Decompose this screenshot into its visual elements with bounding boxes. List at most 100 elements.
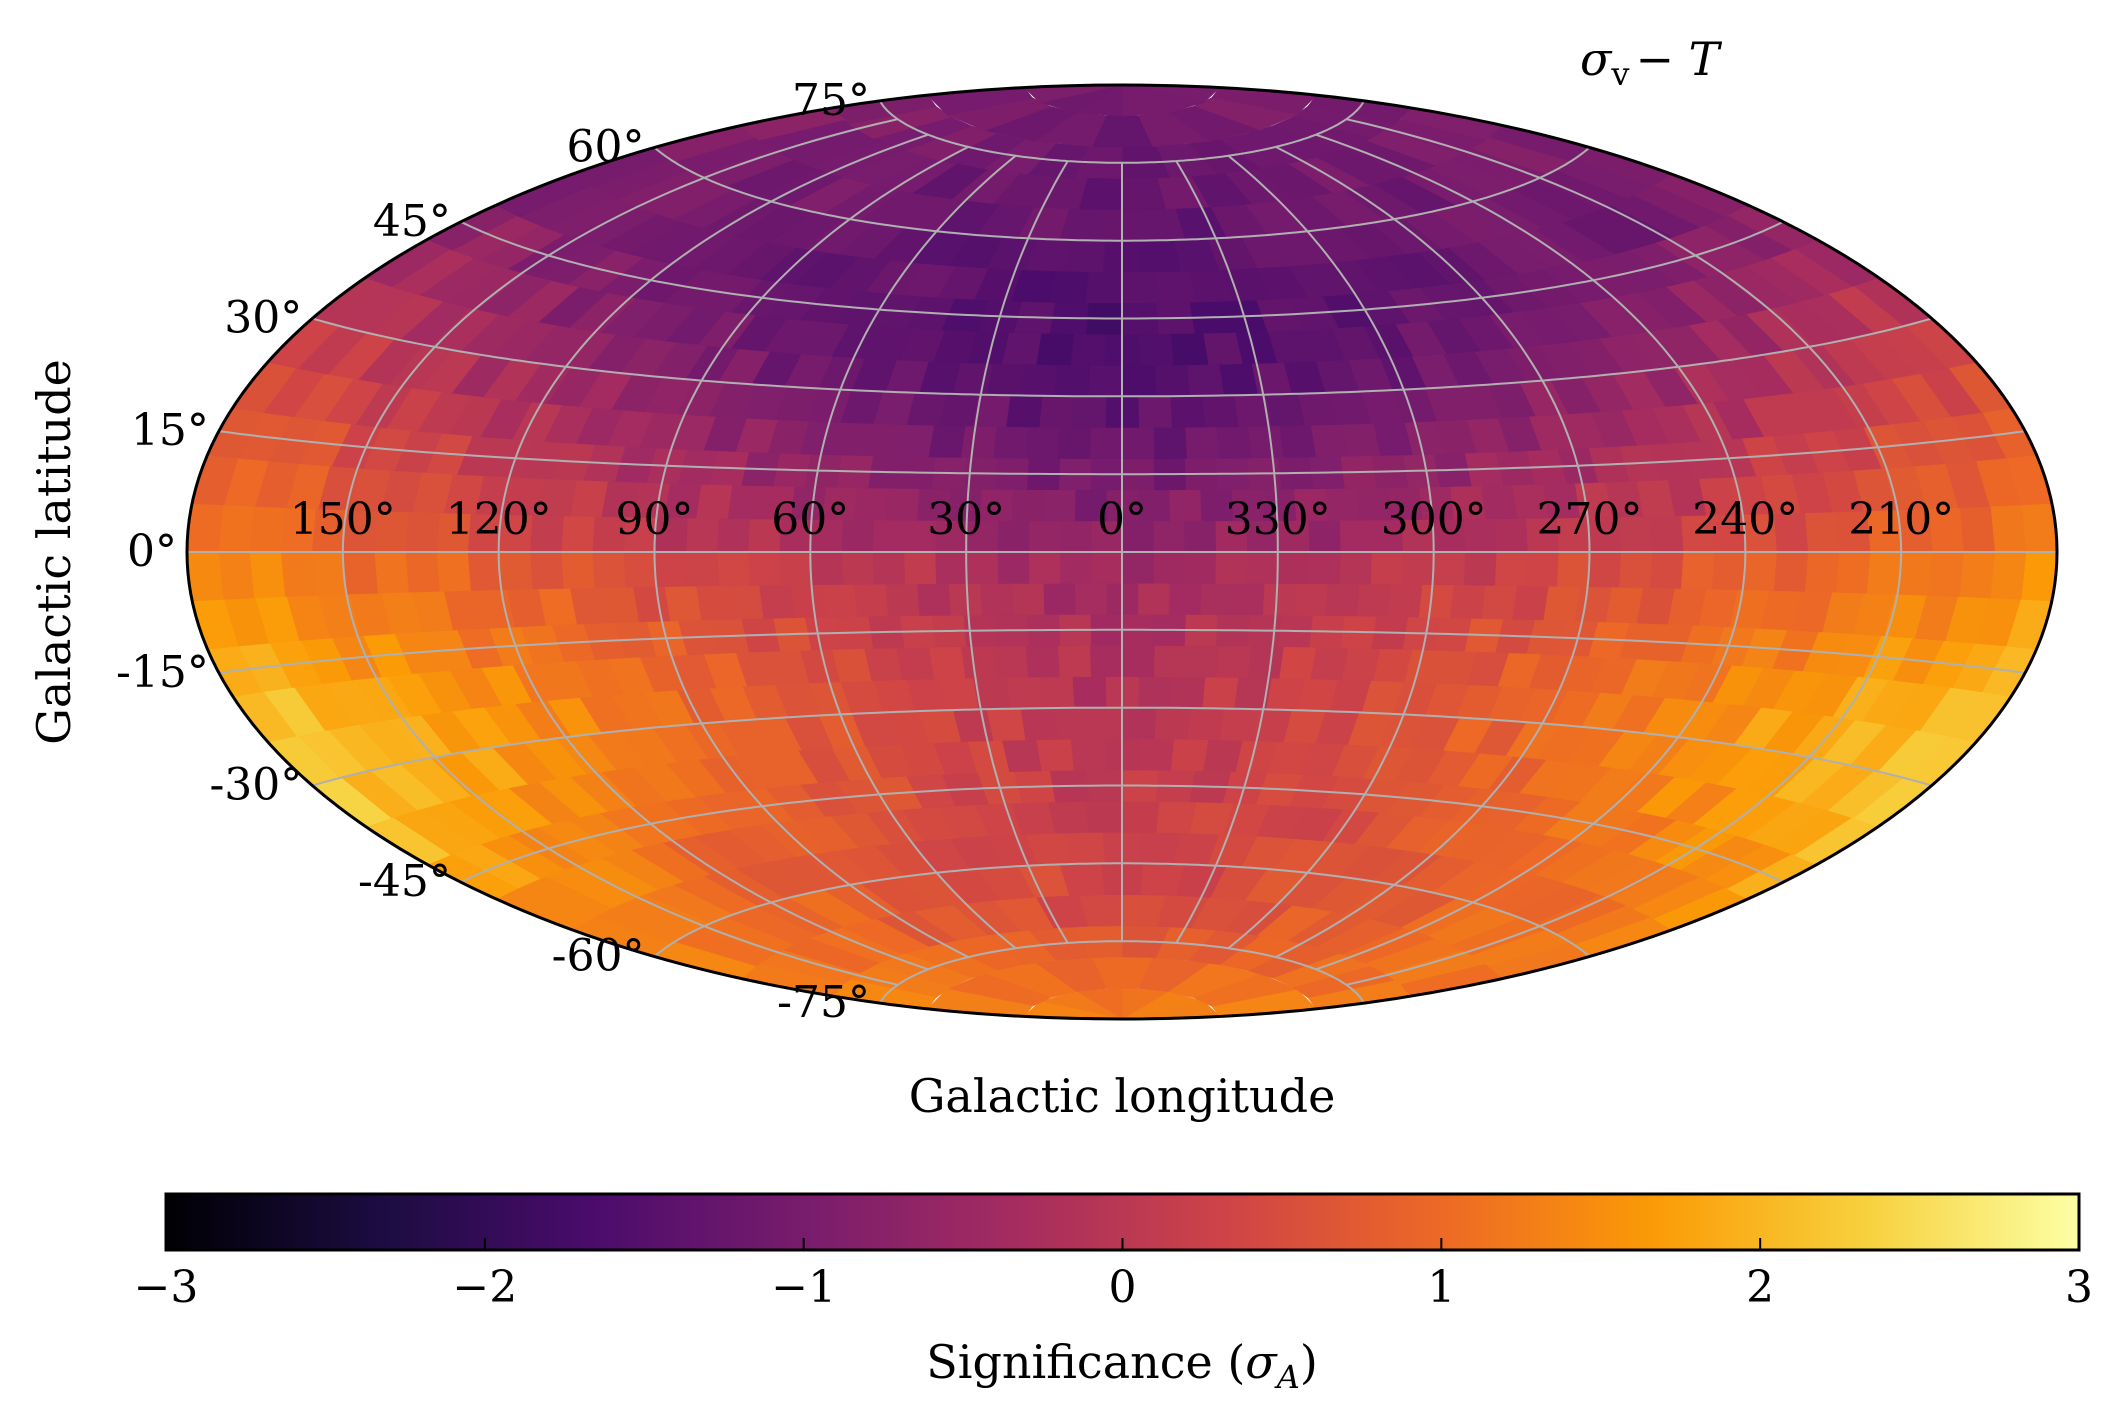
heatmap-cell [1071,395,1107,428]
meridian-gridline [809,154,1017,950]
heatmap-cell [1542,585,1581,622]
heatmap-cell [1024,645,1060,678]
heatmap-cell [884,487,920,521]
meridian-gridline [653,146,969,958]
heatmap-cell [560,515,595,553]
heatmap-cell [1028,520,1061,553]
heatmap-cell [1152,551,1185,584]
heatmap-cell [1293,583,1328,616]
latitude-tick-label: -30° [209,760,302,811]
heatmap-cell [1184,426,1220,459]
heatmap-cell [404,511,440,553]
heatmap-cell [1742,551,1777,591]
heatmap-cell [1121,551,1154,584]
heatmap-cell [1449,584,1486,619]
heatmap-cell [1278,646,1317,680]
heatmap-cell [1038,395,1075,428]
graticule-grid [187,100,2057,1004]
heatmap-cell [1074,582,1107,615]
heatmap-cell [1341,422,1381,457]
heatmap-cell [1338,519,1372,553]
heatmap-cell [1121,707,1157,740]
heatmap-cell [1897,551,1933,596]
heatmap-cell [853,583,889,617]
heatmap-cell [1053,364,1091,397]
heatmap-cell [1137,395,1173,428]
heatmap-cell [1121,800,1160,833]
heatmap-cell [965,551,999,584]
heatmap-cell [1276,551,1310,585]
heatmap-cell [1556,551,1590,588]
heatmap-cell [591,551,626,589]
heatmap-cell [187,551,224,602]
heatmap-cell [872,519,906,553]
colorbar-tick-label: 2 [1746,1262,1774,1313]
longitude-tick-label: 150° [290,494,396,545]
heatmap-cell [1152,520,1185,553]
latitude-tick-label: 45° [373,196,451,247]
meridian-gridline [965,160,1069,944]
latitude-tick-label: -75° [777,977,870,1028]
longitude-tick-label: 240° [1692,494,1798,545]
heatmap-cell [884,583,920,617]
heatmap-cell [1618,551,1653,589]
heatmap-cell [726,484,764,520]
heatmap-cell [1215,426,1252,459]
heatmap-cell [1183,520,1216,553]
heatmap-cell [498,551,533,591]
heatmap-cell [1168,582,1202,615]
heatmap-cell [1087,707,1123,740]
latitude-tick-label: 30° [224,293,302,344]
heatmap-cell [1011,582,1045,616]
heatmap-cell [560,551,595,589]
heatmap-cell [1153,364,1191,397]
longitude-tick-label: 0° [1097,494,1147,545]
colorbar-ticks: −3 −2 −1 0 1 2 3 [134,1238,2093,1313]
chart-title: σv − T [1580,32,1723,93]
heatmap-cell [1369,551,1403,585]
heatmap-cell [311,551,347,596]
colorbar-tick-label: −3 [134,1262,199,1313]
heatmap-cell [1121,426,1155,460]
latitude-tick-label: -60° [552,930,645,981]
heatmap-cell [927,646,966,680]
heatmap-cell [1005,394,1043,428]
heatmap-cell [979,582,1014,616]
heatmap-cell [1170,332,1209,366]
heatmap-cell [1866,551,1902,595]
heatmap-cell [1201,676,1239,710]
longitude-tick-label: 300° [1381,494,1487,545]
heatmap-cell [947,582,982,616]
latitude-tick-label: 60° [567,122,645,173]
heatmap-cell [1084,800,1123,833]
meridian-gridline [497,133,929,971]
heatmap-cell [1218,362,1259,396]
latitude-tick-label: -45° [358,856,451,907]
heatmap-cell [1059,551,1092,584]
heatmap-cell [1338,551,1372,585]
longitude-tick-label: 120° [446,494,552,545]
colorbar-tick-label: 1 [1427,1262,1455,1313]
heatmap-cell [1024,426,1060,459]
heatmap-cell [872,551,906,585]
heatmap-cell [467,551,502,591]
heatmap-cell [1418,584,1454,619]
heatmap-cell [916,583,951,616]
heatmap-cell [996,551,1030,584]
heatmap-cell [435,551,471,592]
longitude-tick-label: 30° [927,494,1005,545]
heatmap-cell [1386,583,1423,618]
heatmap-cell [809,551,844,586]
heatmap-cell [1059,520,1092,553]
heatmap-cell [1152,644,1188,678]
heatmap-cell [747,551,781,586]
heatmap-cell [1958,551,1996,599]
longitude-tick-label: 210° [1848,494,1954,545]
heatmap-cell [685,551,719,587]
heatmap-cell [1201,394,1239,428]
heatmap-cell [654,551,688,588]
heatmap-cell [1090,551,1123,584]
heatmap-cell [1835,551,1871,594]
heatmap-cell [1262,582,1297,616]
heatmap-cell [1215,645,1252,678]
